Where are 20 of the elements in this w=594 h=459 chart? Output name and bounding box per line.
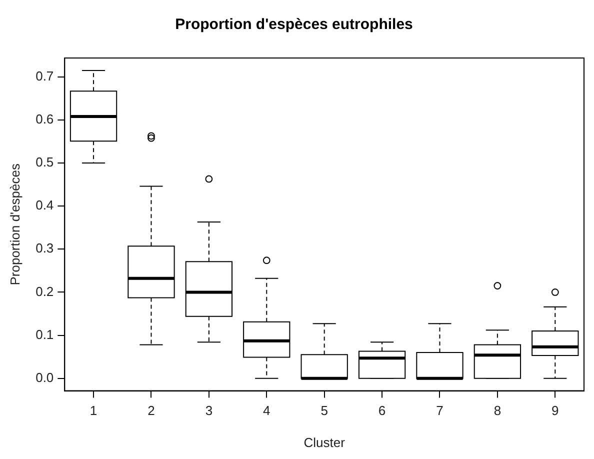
x-tick-label: 9 bbox=[552, 403, 559, 418]
x-tick-label: 6 bbox=[378, 403, 386, 418]
y-tick-label: 0.0 bbox=[36, 370, 54, 385]
x-tick-label: 3 bbox=[205, 403, 213, 418]
x-tick-label: 4 bbox=[263, 403, 270, 418]
x-tick-label: 5 bbox=[320, 403, 328, 418]
y-tick-label: 0.6 bbox=[36, 112, 54, 127]
chart-title: Proportion d'espèces eutrophiles bbox=[175, 16, 413, 34]
x-tick-label: 8 bbox=[494, 403, 502, 418]
y-tick-label: 0.7 bbox=[36, 68, 54, 84]
x-tick-label: 1 bbox=[90, 403, 98, 418]
x-axis-title: Cluster bbox=[304, 434, 346, 450]
y-tick-label: 0.1 bbox=[36, 326, 54, 342]
y-tick-label: 0.2 bbox=[36, 284, 54, 299]
x-tick-label: 2 bbox=[148, 403, 155, 418]
y-tick-label: 0.4 bbox=[36, 198, 54, 213]
x-tick-label: 7 bbox=[436, 403, 444, 418]
y-tick-label: 0.3 bbox=[36, 240, 54, 256]
y-axis-title: Proportion d'espèces bbox=[7, 163, 22, 286]
y-tick-label: 0.5 bbox=[36, 154, 54, 170]
